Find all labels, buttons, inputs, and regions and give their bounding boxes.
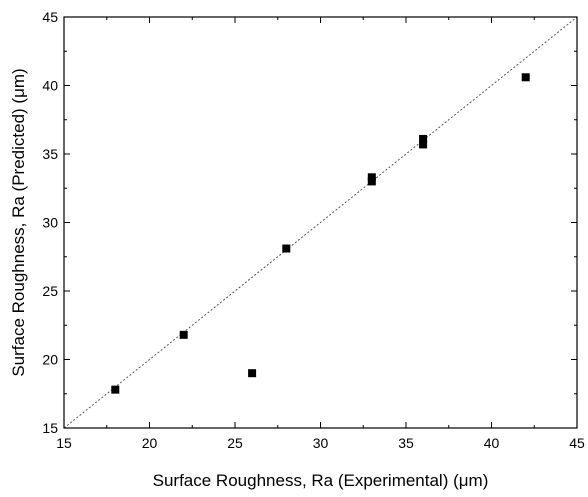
x-tick-label-0: 15 xyxy=(56,435,72,451)
data-point-7 xyxy=(419,134,428,143)
x-tick-label-6: 45 xyxy=(569,435,585,451)
data-point-4 xyxy=(367,177,376,186)
data-point-1 xyxy=(179,330,188,339)
x-tick-label-5: 40 xyxy=(484,435,500,451)
x-tick-label-2: 25 xyxy=(227,435,243,451)
y-tick-label-0: 15 xyxy=(42,420,58,436)
x-tick-label-1: 20 xyxy=(142,435,158,451)
data-point-8 xyxy=(521,73,530,82)
reference-line-y-equals-x xyxy=(63,16,578,429)
data-point-6 xyxy=(419,140,428,149)
data-point-3 xyxy=(282,244,291,253)
x-axis-title: Surface Roughness, Ra (Experimental) (μm… xyxy=(153,471,489,490)
plot-area xyxy=(63,16,578,429)
x-tick-label-4: 35 xyxy=(398,435,414,451)
x-tick-label-3: 30 xyxy=(313,435,329,451)
y-tick-label-3: 30 xyxy=(42,215,58,231)
y-tick-label-4: 35 xyxy=(42,146,58,162)
data-point-2 xyxy=(248,369,257,378)
tick-labels: 15 20 25 30 35 40 45 15 20 25 30 35 40 45 xyxy=(42,9,585,451)
y-tick-label-2: 25 xyxy=(42,283,58,299)
axis-ticks xyxy=(63,16,578,429)
data-point-0 xyxy=(111,385,120,394)
y-tick-label-5: 40 xyxy=(42,78,58,94)
data-point-5 xyxy=(367,173,376,182)
y-axis-title: Surface Roughness, Ra (Predicted) (μm) xyxy=(9,68,28,376)
y-tick-label-6: 45 xyxy=(42,9,58,25)
y-tick-label-1: 20 xyxy=(42,352,58,368)
